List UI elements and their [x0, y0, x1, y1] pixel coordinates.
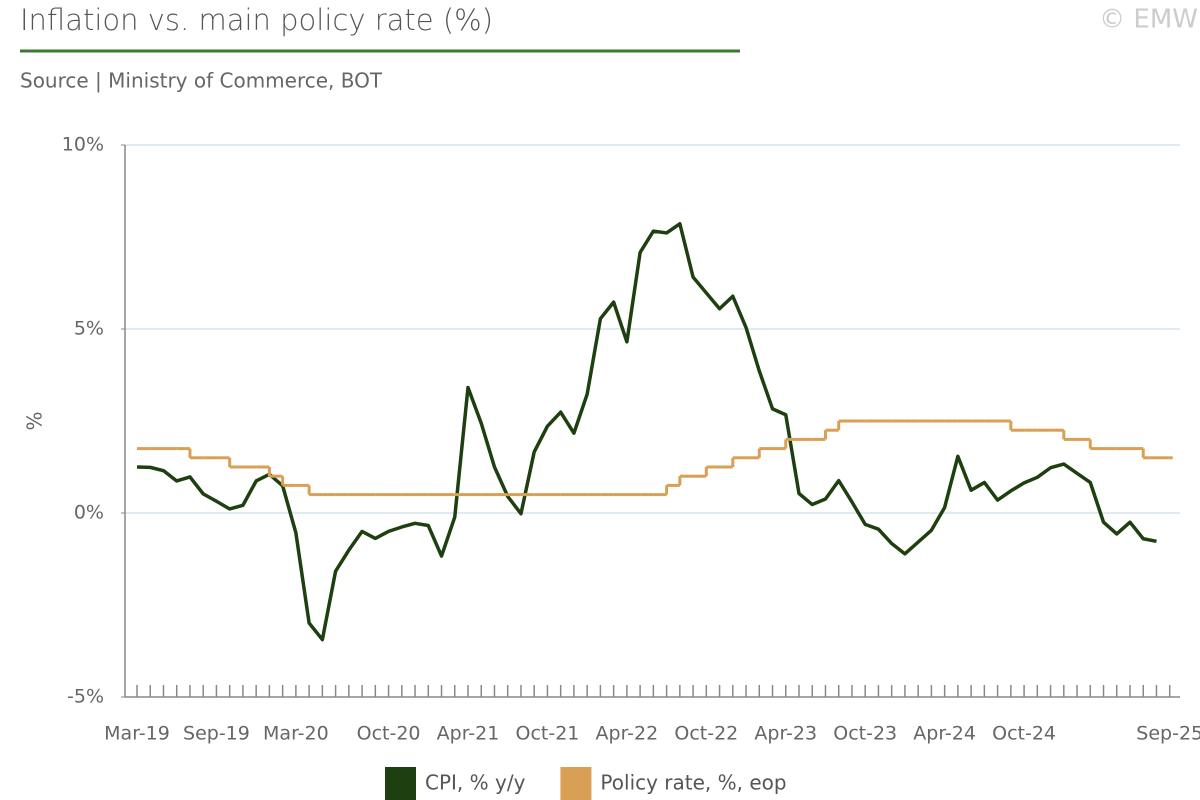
- x-tick-label: Oct-23: [833, 723, 897, 745]
- y-tick-label: -5%: [67, 686, 104, 708]
- line: [136, 222, 1157, 642]
- subtitle: Source | Ministry of Commerce, BOT: [20, 69, 383, 93]
- x-tick-label: Oct-24: [992, 723, 1056, 745]
- x-tick-label: Oct-20: [357, 723, 421, 745]
- x-tick-label: Apr-22: [596, 723, 659, 745]
- y-axis-label: %: [23, 411, 47, 430]
- x-tick-label: Sep-19: [183, 723, 250, 745]
- x-tick-label: Mar-19: [104, 723, 170, 745]
- x-tick-label: Mar-20: [263, 723, 329, 745]
- y-tick-label: 5%: [74, 318, 104, 340]
- x-tick-label: Apr-23: [754, 723, 817, 745]
- y-tick-label: 10%: [62, 134, 104, 156]
- chart-title: Inflation vs. main policy rate (%): [20, 3, 493, 37]
- legend-swatch: [560, 767, 592, 800]
- legend-label: CPI, % y/y: [425, 771, 526, 795]
- x-tick-label: Oct-22: [674, 723, 738, 745]
- x-tick-label: Apr-21: [437, 723, 500, 745]
- legend-label: Policy rate, %, eop: [600, 771, 786, 795]
- y-tick-label: 0%: [74, 502, 104, 524]
- legend-swatch: [385, 767, 416, 800]
- credit: © EMW: [1099, 5, 1198, 35]
- x-tick-label: Sep-25: [1136, 723, 1200, 745]
- x-tick-label: Apr-24: [913, 723, 976, 745]
- x-tick-label: Oct-21: [515, 723, 579, 745]
